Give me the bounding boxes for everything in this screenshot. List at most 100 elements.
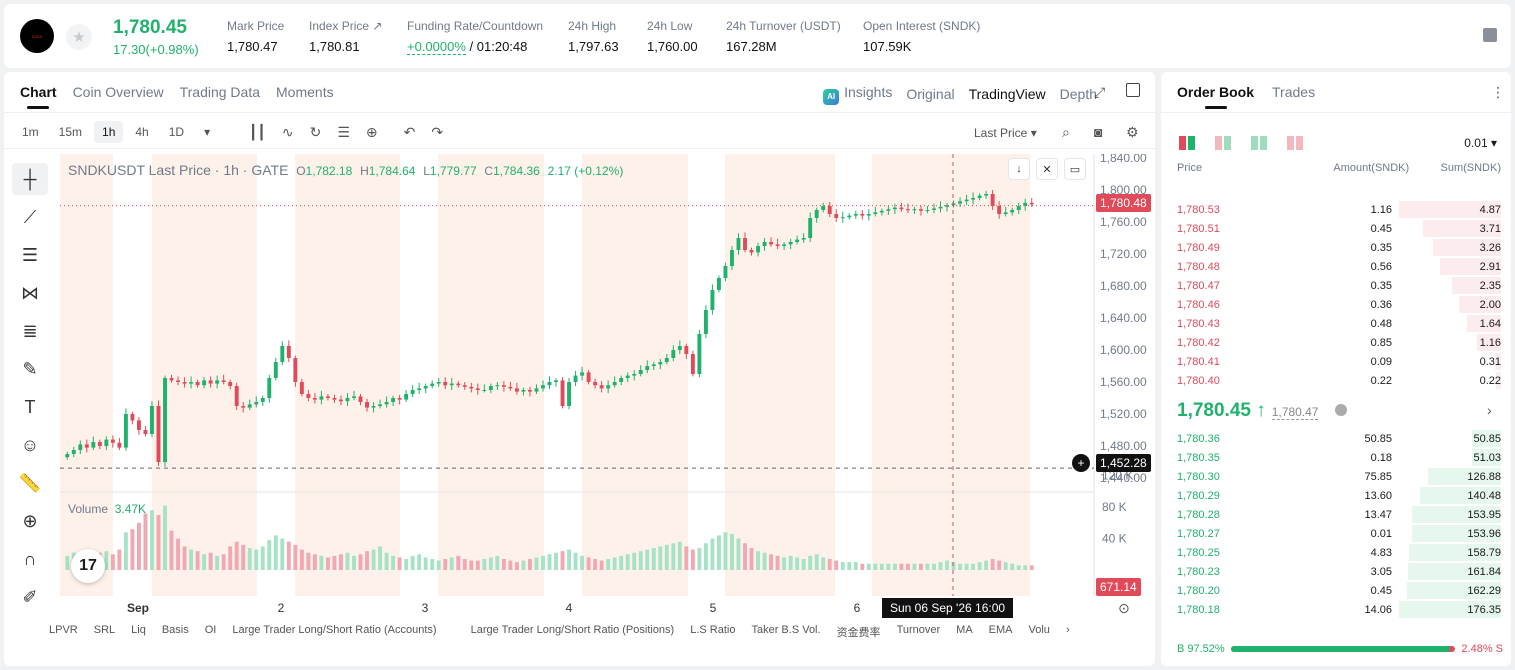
candle-type-icon[interactable]: ┃┃ (249, 124, 266, 140)
add-order-icon[interactable]: + (1072, 454, 1090, 472)
layout-asks-icon[interactable] (1287, 136, 1303, 150)
indicators-icon[interactable]: ∿ (281, 124, 294, 140)
favorite-star-icon[interactable]: ★ (66, 24, 92, 50)
collapse-icon[interactable]: ✕ (1036, 158, 1058, 180)
indicator-ema[interactable]: EMA (988, 624, 1013, 636)
ask-row[interactable]: 1,780.46 0.36 2.00 (1161, 295, 1511, 314)
bid-row[interactable]: 1,780.30 75.85 126.88 (1161, 467, 1511, 486)
more-icon[interactable]: ⋮ (1491, 84, 1505, 100)
tab-trades[interactable]: Trades (1272, 84, 1316, 100)
tf-1h[interactable]: 1h (94, 121, 124, 143)
candle-body (671, 350, 676, 358)
text-icon[interactable]: T (24, 396, 36, 417)
settings-window-icon[interactable]: ▭ (1064, 158, 1086, 180)
price-source-select[interactable]: Last Price ▾ (974, 126, 1037, 140)
ask-row[interactable]: 1,780.41 0.09 0.31 (1161, 352, 1511, 371)
ask-row[interactable]: 1,780.49 0.35 3.26 (1161, 238, 1511, 257)
tf-4h[interactable]: 4h (135, 125, 149, 139)
candle-body (658, 362, 663, 365)
tab-tradingview[interactable]: TradingView (968, 86, 1046, 103)
indicator-ls-positions[interactable]: Large Trader Long/Short Ratio (Positions… (470, 624, 675, 636)
pattern-icon[interactable]: ⋈ (21, 282, 39, 303)
ask-row[interactable]: 1,780.40 0.22 0.22 (1161, 371, 1511, 390)
tab-depth[interactable]: Depth (1059, 86, 1097, 103)
indicator-liq[interactable]: Liq (131, 624, 146, 636)
stat-funding-rate[interactable]: Funding Rate/Countdown +0.0000% / 01:20:4… (407, 19, 544, 55)
pencil-icon[interactable]: ✐ (22, 586, 38, 607)
bid-row[interactable]: 1,780.35 0.18 51.03 (1161, 448, 1511, 467)
bid-row[interactable]: 1,780.29 13.60 140.48 (1161, 486, 1511, 505)
layout-split-icon[interactable] (1215, 136, 1231, 150)
tab-chart[interactable]: Chart (20, 84, 57, 109)
indicator-volume[interactable]: Volu (1028, 624, 1050, 636)
bid-row[interactable]: 1,780.18 14.06 176.35 (1161, 600, 1511, 619)
stat-index-price[interactable]: Index Price ↗ 1,780.81 (309, 19, 383, 54)
tab-original[interactable]: Original (906, 86, 955, 103)
indicator-oi[interactable]: OI (204, 624, 217, 636)
tab-moments[interactable]: Moments (276, 84, 334, 100)
trendline-icon[interactable]: ⟋ (23, 206, 37, 227)
indicator-srl[interactable]: SRL (93, 624, 116, 636)
volume-bar (273, 535, 278, 570)
indicator-ma[interactable]: MA (956, 624, 973, 636)
indicator-funding[interactable]: 资金费率 (836, 627, 881, 639)
ask-row[interactable]: 1,780.42 0.85 1.16 (1161, 333, 1511, 352)
ask-row[interactable]: 1,780.51 0.45 3.71 (1161, 219, 1511, 238)
bid-row[interactable]: 1,780.27 0.01 153.96 (1161, 524, 1511, 543)
ruler-icon[interactable]: 📏 (18, 472, 42, 493)
arrow-down-icon[interactable]: ↓ (1008, 158, 1030, 180)
indicator-lpvr[interactable]: LPVR (49, 624, 78, 636)
chevron-down-icon[interactable]: ▾ (204, 125, 211, 139)
gear-icon[interactable]: ⚙ (1126, 124, 1139, 140)
price-chart[interactable]: 1,840.00 1,800.00 1,760.00 1,720.00 1,680.00… (60, 154, 1154, 624)
chevron-right-icon[interactable]: › (1065, 624, 1070, 636)
volume-bar (534, 557, 539, 570)
undo-icon[interactable]: ↶ (403, 124, 416, 140)
session-band (725, 154, 835, 596)
indicator-turnover[interactable]: Turnover (896, 624, 941, 636)
camera-icon[interactable]: ◙ (1094, 124, 1103, 140)
indicator-ls-ratio[interactable]: L.S Ratio (690, 624, 736, 636)
bid-row[interactable]: 1,780.23 3.05 161.84 (1161, 562, 1511, 581)
brush-icon[interactable]: ✎ (22, 358, 38, 379)
emoji-icon[interactable]: ☺ (20, 434, 40, 455)
ask-row[interactable]: 1,780.53 1.16 4.87 (1161, 200, 1511, 219)
tab-trading-data[interactable]: Trading Data (179, 84, 261, 100)
expand-icon[interactable]: ⤢ (1094, 84, 1106, 100)
chart-settings-icon[interactable]: ⊙ (1118, 600, 1130, 616)
tab-order-book[interactable]: Order Book (1177, 84, 1254, 109)
add-alert-icon[interactable]: ⊕ (365, 124, 378, 140)
magnet-icon[interactable]: ∩ (23, 548, 37, 569)
tf-1d[interactable]: 1D (168, 125, 185, 139)
tab-insights[interactable]: AI Insights (823, 84, 892, 105)
ask-row[interactable]: 1,780.43 0.48 1.64 (1161, 314, 1511, 333)
tf-15m[interactable]: 15m (58, 125, 83, 139)
zoom-icon[interactable]: ⊕ (22, 510, 38, 531)
bid-row[interactable]: 1,780.20 0.45 162.29 (1161, 581, 1511, 600)
redo-icon[interactable]: ↷ (431, 124, 444, 140)
layout-both-icon[interactable] (1179, 136, 1195, 150)
layout-bids-icon[interactable] (1251, 136, 1267, 150)
indicator-taker-vol[interactable]: Taker B.S Vol. (751, 624, 821, 636)
indicator-basis[interactable]: Basis (161, 624, 189, 636)
bid-row[interactable]: 1,780.36 50.85 50.85 (1161, 429, 1511, 448)
search-icon[interactable]: ⌕ (1062, 124, 1070, 140)
ask-row[interactable]: 1,780.48 0.56 2.91 (1161, 257, 1511, 276)
indicator-ls-accounts[interactable]: Large Trader Long/Short Ratio (Accounts) (232, 624, 437, 636)
bid-row[interactable]: 1,780.28 13.47 153.95 (1161, 505, 1511, 524)
templates-icon[interactable]: ☰ (337, 124, 350, 140)
ask-row[interactable]: 1,780.47 0.35 2.35 (1161, 276, 1511, 295)
tf-1m[interactable]: 1m (22, 125, 39, 139)
precision-select[interactable]: 0.01 ▾ (1464, 136, 1497, 150)
hlines-icon[interactable]: ☰ (21, 244, 39, 265)
fib-icon[interactable]: ≣ (22, 320, 38, 341)
replay-icon[interactable]: ↻ (309, 124, 322, 140)
chevron-right-icon[interactable]: › (1487, 402, 1492, 418)
crosshair-icon[interactable]: ┼ (12, 163, 48, 195)
candle-body (560, 380, 565, 406)
book-icon[interactable] (1483, 28, 1497, 42)
candle-body (84, 444, 89, 448)
bid-row[interactable]: 1,780.25 4.83 158.79 (1161, 543, 1511, 562)
fullscreen-icon[interactable] (1126, 83, 1140, 97)
tab-coin-overview[interactable]: Coin Overview (72, 84, 164, 100)
